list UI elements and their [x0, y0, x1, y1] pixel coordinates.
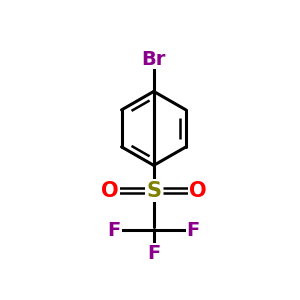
Text: O: O	[189, 181, 207, 201]
Text: Br: Br	[142, 50, 166, 69]
Text: O: O	[101, 181, 119, 201]
Text: S: S	[146, 181, 161, 201]
Text: F: F	[187, 220, 200, 239]
Text: F: F	[108, 220, 121, 239]
Text: F: F	[147, 244, 160, 262]
